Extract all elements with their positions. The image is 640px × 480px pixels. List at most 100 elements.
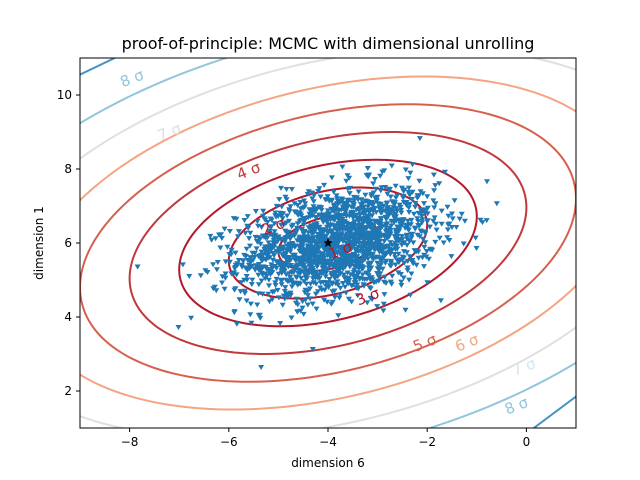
sample-point [408, 217, 415, 223]
sample-point [339, 213, 346, 219]
sample-point [243, 298, 250, 304]
sample-point [341, 275, 348, 281]
sample-point [233, 216, 240, 222]
sample-point [318, 251, 325, 257]
sample-point [222, 271, 229, 277]
sample-point [282, 256, 289, 262]
sample-point [302, 201, 309, 207]
sample-point [210, 286, 217, 292]
sample-point [385, 213, 392, 219]
sample-point [340, 266, 346, 272]
sample-point [351, 219, 358, 225]
sample-point [348, 246, 355, 252]
sample-point [343, 290, 349, 296]
sample-point [360, 200, 367, 206]
sample-point [337, 225, 344, 231]
x-tick-label: −4 [319, 435, 337, 449]
sample-point [314, 264, 321, 270]
sample-point [245, 225, 252, 231]
sample-point [294, 203, 301, 208]
sample-point [304, 234, 311, 240]
sample-point [301, 270, 308, 276]
sample-point [391, 252, 398, 257]
sample-point [340, 272, 347, 278]
sample-point [423, 249, 430, 254]
sample-point [233, 272, 240, 278]
sample-point [424, 218, 431, 224]
y-tick-label: 10 [57, 88, 72, 102]
sample-point [346, 258, 353, 264]
sample-point [461, 218, 468, 224]
sample-point [405, 227, 412, 233]
sample-point [293, 296, 300, 302]
sample-point [377, 219, 384, 225]
sample-point [222, 259, 229, 265]
sample-point [408, 235, 415, 241]
sample-point [416, 136, 423, 142]
sample-point [197, 273, 204, 279]
sample-point [297, 246, 304, 252]
sample-point [274, 213, 280, 219]
sample-point [397, 272, 404, 277]
sample-point [359, 258, 366, 264]
sample-point [368, 265, 375, 271]
sample-point [394, 246, 401, 252]
sample-point [312, 215, 319, 221]
sample-point [231, 287, 238, 293]
sample-point [281, 296, 288, 302]
sample-point [353, 255, 360, 261]
sample-point [280, 211, 286, 217]
sample-point [398, 207, 405, 213]
sample-point [403, 250, 410, 256]
sample-point [418, 214, 425, 219]
sample-point [376, 267, 383, 273]
sample-point [376, 249, 383, 255]
sample-point [423, 207, 430, 213]
sample-point [247, 230, 254, 236]
sample-point [317, 285, 324, 291]
sample-point [282, 194, 289, 200]
sample-point [273, 249, 280, 255]
sample-point [404, 268, 411, 274]
sample-point [305, 230, 312, 236]
sample-point [410, 240, 417, 246]
sample-point [422, 240, 429, 246]
sample-point [381, 274, 388, 280]
sample-point [419, 191, 426, 197]
sample-point [364, 166, 371, 171]
sample-point [305, 189, 312, 195]
sample-point [314, 289, 321, 295]
sample-point [273, 276, 280, 282]
sample-point [309, 347, 316, 352]
sample-point [273, 265, 280, 271]
sample-point [376, 228, 383, 234]
sample-point [336, 295, 343, 301]
sample-point [367, 233, 374, 239]
sample-point [244, 277, 250, 283]
sample-point [258, 270, 265, 276]
sample-point [444, 235, 451, 241]
sample-point [392, 243, 399, 249]
sample-point [401, 240, 408, 246]
sample-point [393, 218, 400, 224]
sample-point [430, 172, 437, 178]
sample-point [337, 271, 344, 277]
sample-point [248, 282, 255, 287]
sample-point [316, 232, 323, 238]
sample-point [411, 211, 417, 217]
sample-point [332, 224, 339, 230]
sample-point [335, 208, 342, 214]
sample-point [392, 262, 399, 268]
x-tick-label: 0 [523, 435, 531, 449]
contour-4-sigma [128, 130, 528, 356]
sample-point [374, 271, 381, 277]
sample-point [318, 207, 325, 213]
sample-point [318, 255, 325, 261]
sample-point [288, 315, 295, 321]
x-axis: −8 −6 −4 −2 0 [121, 428, 530, 449]
sample-point [304, 302, 311, 308]
sample-point [257, 241, 264, 247]
sample-point [424, 194, 431, 200]
sample-point [322, 233, 329, 239]
